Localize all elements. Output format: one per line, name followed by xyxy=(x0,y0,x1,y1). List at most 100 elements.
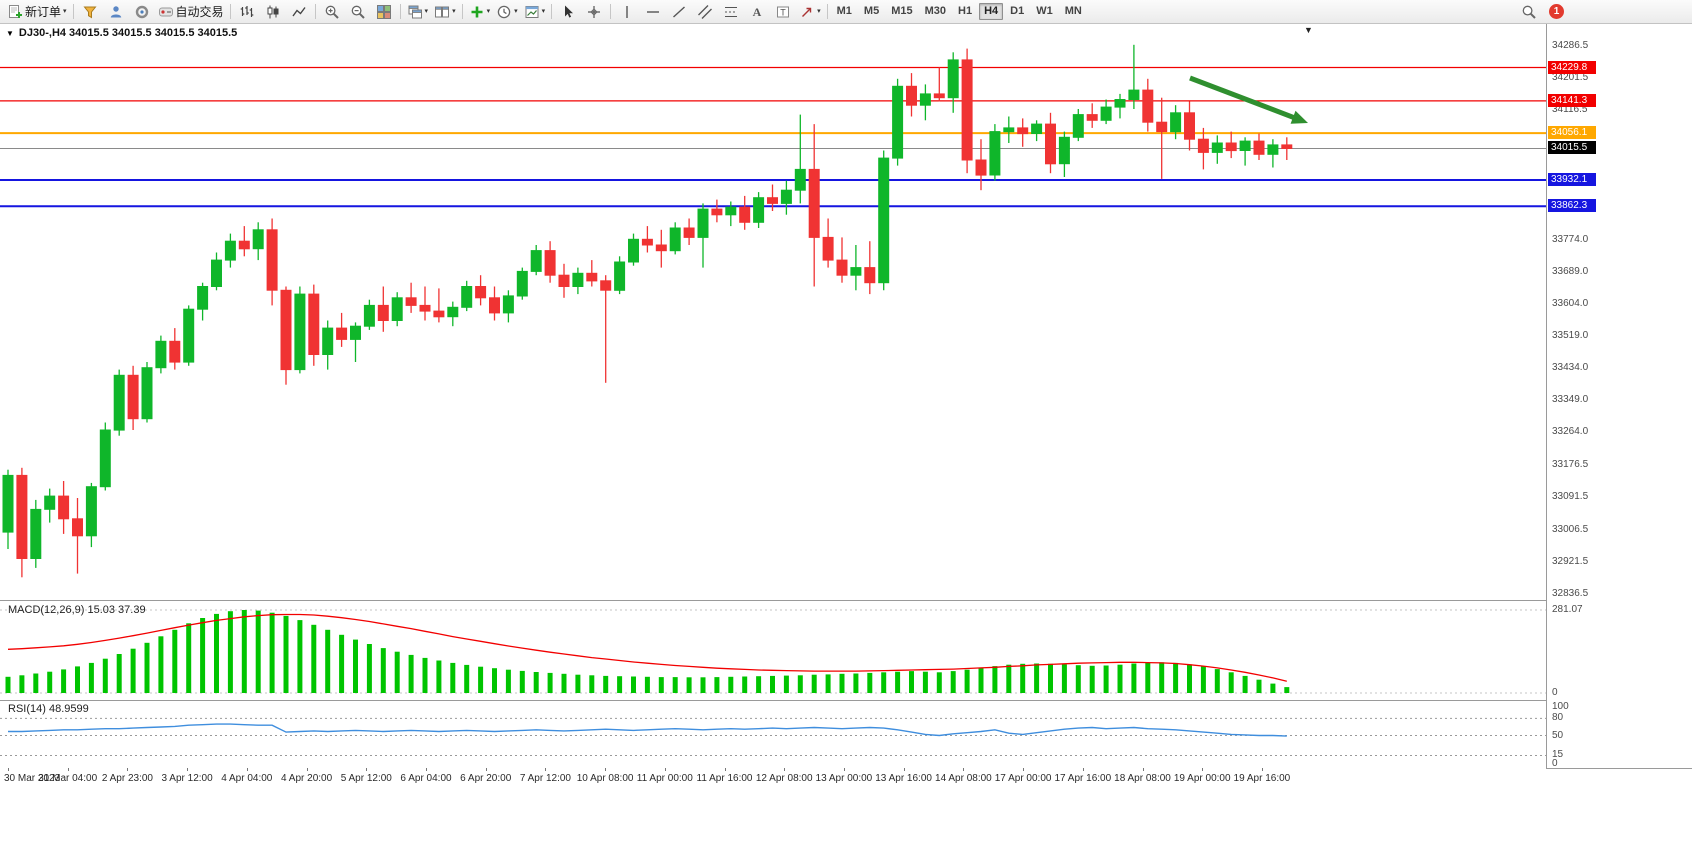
time-axis-label: 6 Apr 20:00 xyxy=(460,773,512,784)
price-axis-label: 32836.5 xyxy=(1552,587,1589,599)
timeframe-button-mn[interactable]: MN xyxy=(1064,5,1082,17)
timeframe-button-h1[interactable]: H1 xyxy=(958,5,973,17)
auto-trading-button[interactable]: 自动交易 xyxy=(155,1,227,23)
arrows-button[interactable]: ▾ xyxy=(796,1,824,23)
time-axis-tick xyxy=(127,768,129,771)
time-axis-label: 12 Apr 08:00 xyxy=(755,773,813,784)
zoom-in-button[interactable] xyxy=(319,1,345,23)
indicators-button[interactable]: ▾ xyxy=(466,1,494,23)
price-axis-label: 33604.0 xyxy=(1552,297,1589,309)
new-order-button-label: 新订单 xyxy=(25,4,62,19)
candlestick-chart-button[interactable] xyxy=(260,1,286,23)
time-axis-label: 11 Apr 00:00 xyxy=(636,773,693,784)
timeframe-button-h4[interactable]: H4 xyxy=(979,3,1004,20)
rsi-axis-label: 100 xyxy=(1552,701,1569,712)
periods-button[interactable]: ▾ xyxy=(493,1,521,23)
time-axis-tick xyxy=(843,768,845,771)
notifications-badge[interactable]: 1 xyxy=(1549,4,1564,19)
time-axis-label: 11 Apr 16:00 xyxy=(696,773,753,784)
templates-button[interactable]: ▾ xyxy=(521,1,549,23)
time-axis-tick xyxy=(963,768,965,771)
line-chart-button[interactable] xyxy=(286,1,312,23)
new-order-button[interactable]: 新订单 ▾ xyxy=(4,1,70,23)
price-chart-pane[interactable] xyxy=(0,24,1546,600)
time-axis-label: 17 Apr 16:00 xyxy=(1054,773,1112,784)
trend-arrow-annotation[interactable] xyxy=(1189,75,1308,124)
time-axis-label: 19 Apr 00:00 xyxy=(1173,773,1231,784)
time-axis-label: 13 Apr 00:00 xyxy=(815,773,873,784)
toolbar-overflow-icon[interactable]: ▼ xyxy=(1304,25,1313,35)
price-axis-label: 33091.5 xyxy=(1552,491,1589,503)
chart-menu-icon[interactable]: ▼ xyxy=(6,28,14,38)
price-line-tag: 34229.8 xyxy=(1548,60,1596,74)
time-axis-tick xyxy=(1261,768,1263,771)
time-axis-tick xyxy=(784,768,786,771)
chevron-down-icon: ▾ xyxy=(514,7,518,15)
price-axis-label: 33774.0 xyxy=(1552,233,1589,245)
main-toolbar: 新订单 ▾ 自动交易 ▾ ▾ ▾ ▾ ▾ A T ▾ M1 M5 M15 M30 H1 H4 D1 W1 MN 1 xyxy=(0,0,1692,24)
timeframe-button-w1[interactable]: W1 xyxy=(1036,5,1053,17)
rsi-pane-splitter[interactable] xyxy=(0,700,1692,701)
text-button[interactable]: A xyxy=(744,1,770,23)
price-axis-label: 34201.5 xyxy=(1552,72,1589,84)
time-axis-tick xyxy=(1023,768,1025,771)
timeframe-button-m30[interactable]: M30 xyxy=(924,5,947,17)
search-button[interactable] xyxy=(1516,1,1542,23)
cascade-windows-button[interactable]: ▾ xyxy=(404,1,432,23)
crosshair-button[interactable] xyxy=(581,1,607,23)
toolbar-separator xyxy=(399,4,401,19)
timeframe-button-m5[interactable]: M5 xyxy=(863,5,880,17)
time-axis-tick xyxy=(485,768,487,771)
price-axis[interactable]: 34286.5 34201.5 34116.5 33774.0 33689.0 33604… xyxy=(1546,24,1692,769)
zoom-out-button[interactable] xyxy=(345,1,371,23)
price-line-tag: 33862.3 xyxy=(1548,199,1596,213)
time-axis-label: 14 Apr 08:00 xyxy=(935,773,992,784)
chevron-down-icon: ▾ xyxy=(452,7,456,15)
timeframe-button-m1[interactable]: M1 xyxy=(836,5,852,17)
chevron-down-icon: ▾ xyxy=(541,7,546,15)
bar-chart-button[interactable] xyxy=(234,1,260,23)
time-axis-label: 7 Apr 12:00 xyxy=(519,773,571,784)
macd-pane-splitter[interactable] xyxy=(0,600,1692,601)
time-axis-label: 18 Apr 08:00 xyxy=(1114,773,1171,784)
cursor-button[interactable] xyxy=(555,1,581,23)
text-label-button[interactable]: T xyxy=(770,1,796,23)
trendline-button[interactable] xyxy=(666,1,692,23)
market-watch-button[interactable] xyxy=(77,1,103,23)
horizontal-line-button[interactable] xyxy=(640,1,666,23)
price-axis-label: 34286.5 xyxy=(1552,40,1589,52)
toolbar-separator xyxy=(610,4,612,19)
toolbar-separator xyxy=(72,4,74,19)
rsi-axis-label: 15 xyxy=(1552,749,1564,761)
arrange-windows-button[interactable]: ▾ xyxy=(431,1,459,23)
toolbar-separator xyxy=(314,4,316,19)
channel-button[interactable] xyxy=(692,1,718,23)
navigator-button[interactable] xyxy=(103,1,129,23)
fibonacci-button[interactable] xyxy=(718,1,744,23)
macd-pane[interactable] xyxy=(0,601,1546,699)
price-axis-label: 33349.0 xyxy=(1552,394,1589,406)
toolbar-separator xyxy=(229,4,231,19)
price-axis-label: 33006.5 xyxy=(1552,523,1589,535)
chevron-down-icon: ▾ xyxy=(63,7,67,15)
timeframe-button-m15[interactable]: M15 xyxy=(891,5,913,17)
price-line-tag: 34056.1 xyxy=(1548,126,1596,140)
time-axis-tick xyxy=(426,768,427,771)
rsi-axis-label: 0 xyxy=(1552,758,1558,769)
terminal-button[interactable] xyxy=(129,1,155,23)
time-axis-tick xyxy=(67,768,69,771)
rsi-indicator-label: RSI(14) 48.9599 xyxy=(8,703,89,715)
time-axis-label: 19 Apr 16:00 xyxy=(1233,773,1291,784)
rsi-pane[interactable] xyxy=(0,701,1546,768)
time-axis-label: 13 Apr 16:00 xyxy=(875,773,932,784)
tile-windows-button[interactable] xyxy=(371,1,397,23)
rsi-axis-label: 80 xyxy=(1552,712,1564,724)
svg-text:A: A xyxy=(753,5,762,19)
timeframe-button-d1[interactable]: D1 xyxy=(1010,5,1025,17)
time-axis-label: 3 Apr 12:00 xyxy=(161,773,213,784)
price-axis-label: 33176.5 xyxy=(1552,459,1589,471)
vertical-line-button[interactable] xyxy=(614,1,640,23)
time-axis-tick xyxy=(187,768,189,771)
time-axis[interactable]: 30 Mar 2023 31 Mar 04:00 2 Apr 23:00 3 Apr … xyxy=(0,768,1546,790)
price-axis-label: 33264.0 xyxy=(1552,426,1589,438)
